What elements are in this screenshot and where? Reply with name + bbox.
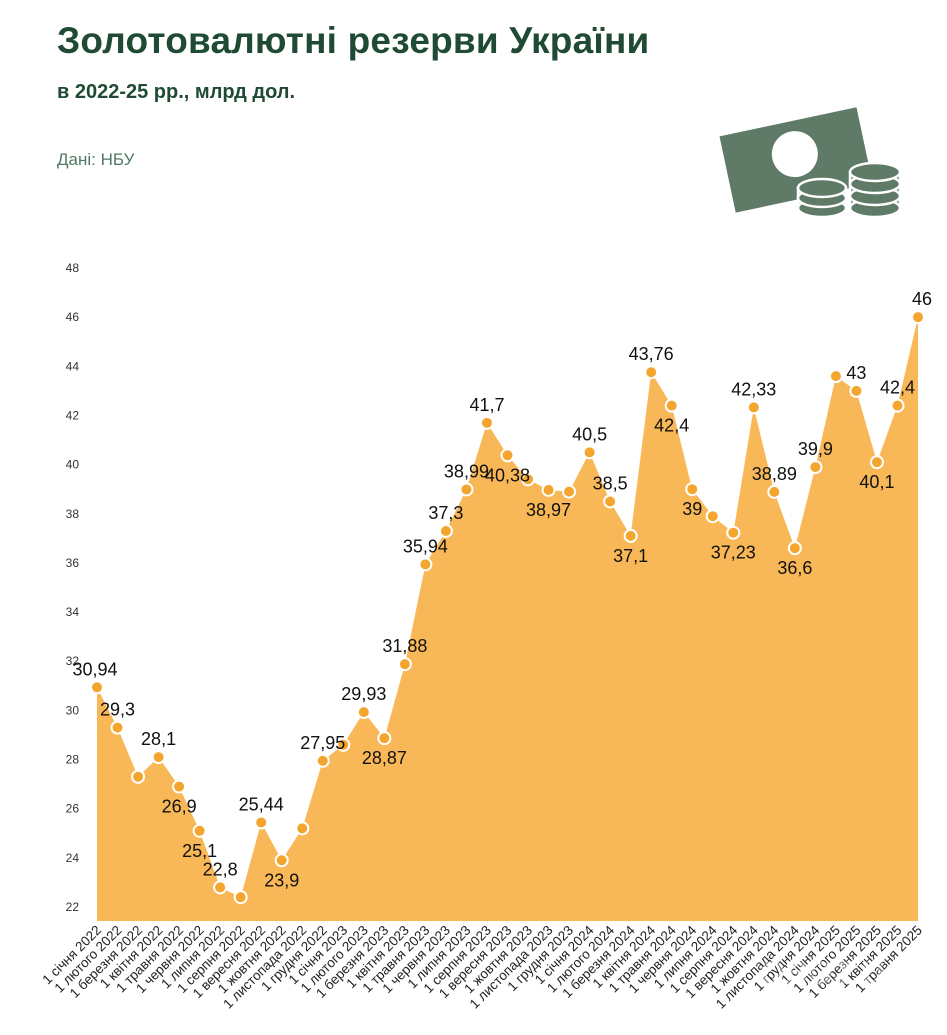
data-label: 29,3 xyxy=(100,700,135,720)
data-point xyxy=(336,737,351,752)
data-points xyxy=(90,310,925,905)
data-point xyxy=(192,823,207,838)
data-label: 37,1 xyxy=(613,546,648,566)
data-point xyxy=(746,400,761,415)
data-label: 38,5 xyxy=(593,473,628,493)
reserves-area xyxy=(97,317,918,921)
data-point xyxy=(911,310,925,325)
data-point xyxy=(90,680,104,695)
data-label: 40,1 xyxy=(859,472,894,492)
data-label: 42,4 xyxy=(880,378,915,398)
y-tick-label: 30 xyxy=(66,703,80,717)
data-point xyxy=(459,482,474,497)
data-point xyxy=(521,472,536,487)
data-point xyxy=(397,657,412,672)
data-label: 25,44 xyxy=(239,794,284,814)
data-point xyxy=(849,383,864,398)
data-point xyxy=(787,541,802,556)
data-point xyxy=(110,720,125,735)
data-label: 23,9 xyxy=(264,870,299,890)
data-label: 38,89 xyxy=(752,464,797,484)
data-point xyxy=(377,731,392,746)
data-label: 39,9 xyxy=(798,439,833,459)
data-source: Дані: НБУ xyxy=(57,150,135,169)
data-point xyxy=(623,528,638,543)
data-point xyxy=(356,705,371,720)
y-tick-label: 24 xyxy=(66,851,80,865)
watermark: OBOZ.UA xyxy=(760,955,908,991)
data-point xyxy=(172,779,187,794)
data-label: 37,3 xyxy=(428,503,463,523)
y-tick-label: 36 xyxy=(66,556,80,570)
data-point xyxy=(213,880,228,895)
data-point xyxy=(828,369,843,384)
data-point xyxy=(644,365,659,380)
data-point xyxy=(685,482,700,497)
data-label: 43 xyxy=(846,363,866,383)
data-label: 28,87 xyxy=(362,748,407,768)
data-point xyxy=(418,557,433,572)
data-point xyxy=(767,484,782,499)
data-point xyxy=(438,523,453,538)
data-point xyxy=(562,484,577,499)
y-tick-label: 34 xyxy=(66,605,80,619)
data-labels: 30,94 29,3 28,1 26,9 25,122,8 25,44 23,9 27,95 2… xyxy=(72,289,932,890)
y-tick-label: 28 xyxy=(66,753,80,767)
banknote-and-coins-icon xyxy=(719,107,902,219)
chart-subtitle: в 2022-25 рр., млрд дол. xyxy=(57,81,296,103)
data-label: 42,33 xyxy=(731,379,776,399)
data-point xyxy=(890,398,905,413)
data-point xyxy=(479,415,494,430)
data-point xyxy=(869,455,884,470)
data-label: 27,95 xyxy=(300,733,345,753)
data-point xyxy=(274,853,289,868)
data-point xyxy=(726,525,741,540)
y-tick-label: 26 xyxy=(66,802,80,816)
data-label: 46 xyxy=(912,289,932,309)
data-label: 25,1 xyxy=(182,841,217,861)
data-label: 29,93 xyxy=(341,684,386,704)
data-point xyxy=(254,815,269,830)
data-point xyxy=(582,445,597,460)
data-label: 31,88 xyxy=(382,636,427,656)
data-label: 38,97 xyxy=(526,500,571,520)
data-label: 22,8 xyxy=(203,859,238,879)
data-label: 38,99 xyxy=(444,461,489,481)
y-tick-label: 32 xyxy=(66,654,80,668)
data-point xyxy=(705,509,720,524)
y-tick-label: 44 xyxy=(66,359,80,373)
data-label: 28,1 xyxy=(141,729,176,749)
chart-title: Золотовалютні резерви України xyxy=(57,20,650,61)
y-tick-label: 46 xyxy=(66,310,80,324)
data-label: 41,7 xyxy=(469,395,504,415)
data-point xyxy=(131,769,146,784)
data-point xyxy=(233,890,248,905)
y-tick-label: 40 xyxy=(66,458,80,472)
y-tick-label: 22 xyxy=(66,900,80,914)
data-label: 30,94 xyxy=(72,659,117,679)
data-point xyxy=(151,750,166,765)
data-label: 43,76 xyxy=(629,344,674,364)
data-point xyxy=(603,494,618,509)
data-point xyxy=(315,753,330,768)
data-label: 35,94 xyxy=(403,536,448,556)
data-label: 26,9 xyxy=(162,797,197,817)
data-label: 40,38 xyxy=(485,465,530,485)
data-label: 42,4 xyxy=(654,416,689,436)
data-label: 37,23 xyxy=(711,543,756,563)
data-label: 40,5 xyxy=(572,424,607,444)
y-tick-label: 38 xyxy=(66,507,80,521)
data-point xyxy=(808,460,823,475)
data-point xyxy=(295,821,310,836)
y-tick-label: 42 xyxy=(66,408,80,422)
y-tick-label: 48 xyxy=(66,261,80,275)
data-point xyxy=(664,398,679,413)
data-label: 36,6 xyxy=(777,558,812,578)
y-axis: 22 24 26 28 30 32 34 36 38 40 42 44 46 48 xyxy=(66,261,80,914)
data-point xyxy=(500,448,515,463)
data-point xyxy=(541,482,556,497)
data-label: 39 xyxy=(682,499,702,519)
